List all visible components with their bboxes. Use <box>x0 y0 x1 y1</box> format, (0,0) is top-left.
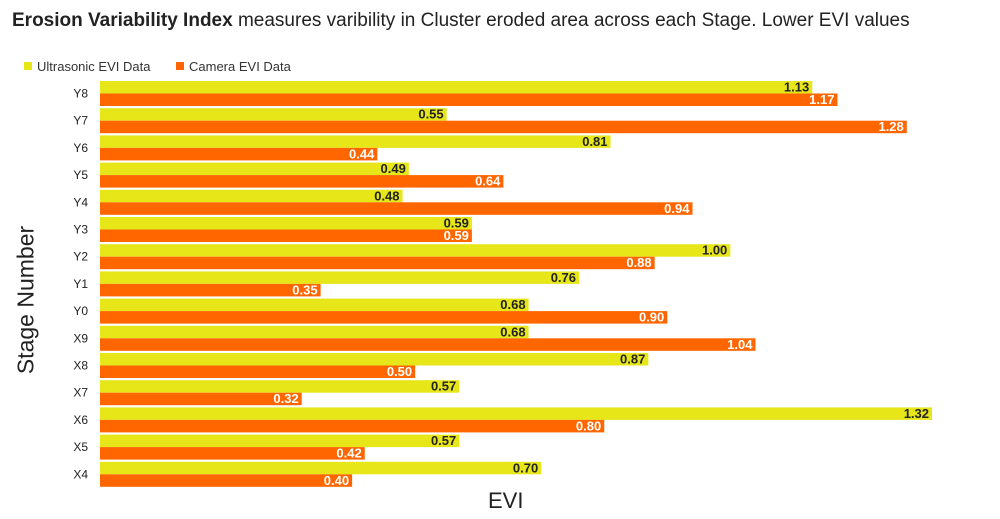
ultrasonic-bar-y4[interactable] <box>100 189 403 203</box>
legend-label-ultrasonic: Ultrasonic EVI Data <box>37 58 151 74</box>
ultrasonic-bar-x6[interactable] <box>100 407 932 420</box>
ultrasonic-bar-y5[interactable] <box>100 162 409 176</box>
ultrasonic-value-label-y7: 0.55 <box>418 107 443 122</box>
ultrasonic-bar-y7[interactable] <box>100 108 447 121</box>
y-tick-label-y5: Y5 <box>73 168 88 182</box>
camera-bar-x5[interactable] <box>100 447 365 460</box>
camera-bar-y7[interactable] <box>100 120 907 134</box>
ultrasonic-value-label-y0: 0.68 <box>500 297 525 312</box>
camera-value-label-y0: 0.90 <box>639 310 664 325</box>
ultrasonic-value-label-y4: 0.48 <box>374 188 399 203</box>
legend-swatch-camera <box>176 62 184 70</box>
camera-value-label-x7: 0.32 <box>273 391 298 406</box>
ultrasonic-bar-y8[interactable] <box>100 81 813 94</box>
camera-value-label-y1: 0.35 <box>292 282 317 297</box>
y-tick-label-y6: Y6 <box>73 141 88 155</box>
chart-title-rest: measures varibility in Cluster eroded ar… <box>232 10 910 31</box>
legend-label-camera: Camera EVI Data <box>189 58 291 74</box>
chart-title: Erosion Variability Index measures varib… <box>12 10 910 32</box>
camera-bar-x7[interactable] <box>100 392 302 406</box>
ultrasonic-bar-x7[interactable] <box>100 380 460 393</box>
ultrasonic-bar-x4[interactable] <box>100 461 542 475</box>
y-tick-label-x8: X8 <box>73 359 88 373</box>
ultrasonic-bar-y2[interactable] <box>100 244 731 257</box>
ultrasonic-value-label-x9: 0.68 <box>500 324 525 339</box>
camera-value-label-x5: 0.42 <box>336 446 361 461</box>
ultrasonic-value-label-y8: 1.13 <box>784 80 809 95</box>
ultrasonic-bar-x5[interactable] <box>100 434 460 448</box>
y-tick-label-y1: Y1 <box>73 277 88 291</box>
y-tick-label-y4: Y4 <box>73 195 88 209</box>
camera-value-label-y5: 0.64 <box>475 174 501 189</box>
camera-value-label-y4: 0.94 <box>664 201 690 216</box>
camera-bar-y8[interactable] <box>100 93 838 107</box>
camera-value-label-y2: 0.88 <box>626 255 651 270</box>
camera-value-label-y3: 0.59 <box>444 228 469 243</box>
legend-item-camera[interactable]: Camera EVI Data <box>176 58 291 74</box>
camera-bar-x4[interactable] <box>100 474 353 487</box>
y-axis-label: Stage Number <box>12 225 39 375</box>
camera-bar-x8[interactable] <box>100 365 416 379</box>
ultrasonic-value-label-y1: 0.76 <box>551 270 576 285</box>
legend-item-ultrasonic[interactable]: Ultrasonic EVI Data <box>24 58 150 74</box>
camera-bar-x6[interactable] <box>100 419 605 433</box>
ultrasonic-value-label-y3: 0.59 <box>444 216 469 231</box>
camera-value-label-y7: 1.28 <box>878 119 903 134</box>
y-tick-label-x9: X9 <box>73 331 88 345</box>
camera-bar-y4[interactable] <box>100 202 693 215</box>
camera-bar-y0[interactable] <box>100 311 668 324</box>
y-tick-label-x4: X4 <box>73 467 88 481</box>
ultrasonic-bar-y0[interactable] <box>100 298 529 312</box>
legend-swatch-ultrasonic <box>24 62 32 70</box>
ultrasonic-value-label-y2: 1.00 <box>702 243 727 258</box>
ultrasonic-value-label-y6: 0.81 <box>582 134 607 149</box>
y-tick-label-x6: X6 <box>73 413 88 427</box>
ultrasonic-value-label-x8: 0.87 <box>620 352 645 367</box>
chart-title-bold: Erosion Variability Index <box>12 10 233 31</box>
ultrasonic-bar-y6[interactable] <box>100 135 611 148</box>
x-axis-label: EVI <box>488 488 524 513</box>
camera-bar-y3[interactable] <box>100 229 472 243</box>
camera-value-label-y8: 1.17 <box>809 92 834 107</box>
ultrasonic-value-label-x7: 0.57 <box>431 379 456 394</box>
ultrasonic-bar-y3[interactable] <box>100 217 472 230</box>
camera-value-label-x9: 1.04 <box>727 337 753 352</box>
y-tick-label-y0: Y0 <box>73 304 88 318</box>
camera-bar-y6[interactable] <box>100 147 378 161</box>
ultrasonic-value-label-x5: 0.57 <box>431 433 456 448</box>
camera-bar-y1[interactable] <box>100 283 321 297</box>
ultrasonic-bar-x8[interactable] <box>100 353 649 366</box>
ultrasonic-value-label-x4: 0.70 <box>513 460 538 475</box>
camera-value-label-x6: 0.80 <box>576 418 601 433</box>
ultrasonic-bar-y1[interactable] <box>100 271 580 284</box>
camera-value-label-y6: 0.44 <box>349 146 375 161</box>
ultrasonic-bar-x9[interactable] <box>100 325 529 339</box>
camera-value-label-x4: 0.40 <box>324 473 349 488</box>
y-tick-label-y8: Y8 <box>73 87 88 101</box>
y-tick-label-y3: Y3 <box>73 223 88 237</box>
y-tick-label-x7: X7 <box>73 386 88 400</box>
camera-value-label-x8: 0.50 <box>387 364 412 379</box>
y-tick-label-y7: Y7 <box>73 114 88 128</box>
y-tick-label-y2: Y2 <box>73 250 88 264</box>
camera-bar-x9[interactable] <box>100 338 756 351</box>
ultrasonic-value-label-x6: 1.32 <box>904 406 929 421</box>
y-tick-label-x5: X5 <box>73 440 88 454</box>
camera-bar-y2[interactable] <box>100 256 655 270</box>
camera-bar-y5[interactable] <box>100 175 504 188</box>
ultrasonic-value-label-y5: 0.49 <box>381 161 406 176</box>
